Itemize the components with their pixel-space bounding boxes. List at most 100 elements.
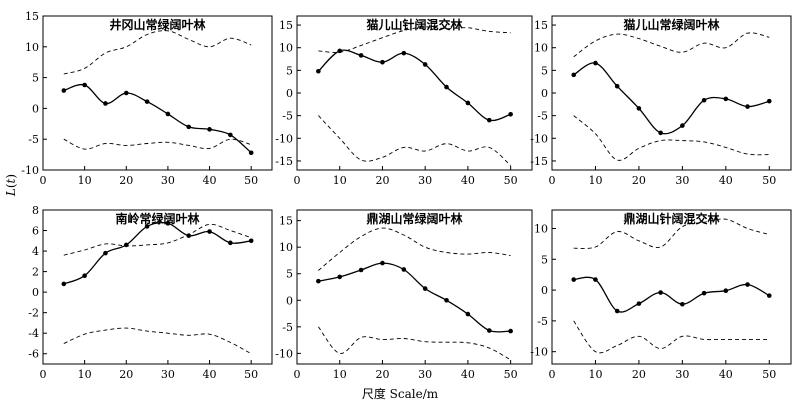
data-point	[358, 53, 364, 58]
data-point	[766, 98, 772, 104]
y-tick-label: 0	[541, 284, 548, 297]
x-tick-label: 30	[161, 174, 175, 187]
y-tick-label: 5	[541, 253, 548, 266]
plot-frame	[42, 209, 273, 365]
data-point	[636, 301, 642, 306]
data-point	[745, 282, 750, 287]
x-tick-label: 40	[719, 368, 733, 381]
data-point	[358, 267, 364, 273]
upper-envelope-line	[63, 30, 252, 75]
y-axis-label-close: )	[4, 174, 18, 179]
y-axis-label-l: L	[4, 188, 18, 197]
data-point	[593, 60, 598, 66]
data-point	[228, 132, 233, 138]
data-point	[103, 101, 108, 106]
x-tick-label: 0	[549, 174, 556, 187]
y-tick-label: 0	[32, 102, 39, 115]
panel-title: 井冈山常绿阔叶林	[109, 17, 205, 32]
panel-title: 鼎湖山常绿阔叶林	[366, 211, 462, 226]
data-point	[401, 267, 407, 272]
data-point	[593, 277, 598, 282]
data-point	[614, 83, 620, 89]
y-tick-label: -10	[275, 347, 293, 360]
x-tick-label: 20	[632, 368, 646, 381]
y-axis-label-t: t	[4, 178, 18, 183]
data-point	[103, 250, 108, 256]
lower-envelope-line	[318, 326, 511, 361]
x-tick-label: 30	[675, 368, 689, 381]
data-point	[745, 104, 750, 109]
data-point	[422, 62, 428, 67]
data-point	[614, 308, 620, 314]
upper-envelope-line	[318, 227, 511, 271]
x-tick-label: 0	[294, 368, 301, 381]
x-tick-label: 30	[418, 174, 432, 187]
x-axis-label: 尺度 Scale/m	[362, 386, 439, 401]
y-tick-label: 10	[534, 222, 548, 235]
x-tick-label: 50	[762, 174, 776, 187]
upper-envelope-line	[573, 218, 770, 249]
data-point	[571, 277, 577, 282]
x-tick-label: 0	[40, 368, 47, 381]
data-point	[380, 260, 385, 266]
y-tick-label: -10	[275, 132, 293, 145]
observed-line	[573, 62, 770, 135]
y-tick-label: 5	[286, 268, 293, 281]
y-tick-label: -10	[530, 346, 548, 359]
chart-panel-5: 0 10 20 30 40 50 -10 -5 0 5 10 15 鼎湖山常绿阔叶林	[275, 209, 533, 381]
x-tick-label: 30	[418, 368, 432, 381]
y-tick-label: 0	[541, 87, 548, 100]
y-tick-label: 10	[279, 42, 293, 55]
y-axis-label-rest: (	[4, 183, 18, 188]
y-tick-label: -10	[21, 164, 39, 177]
y-tick-label: 0	[286, 294, 293, 307]
lower-envelope-line	[318, 115, 511, 166]
y-tick-label: 8	[32, 204, 39, 217]
x-tick-label: 20	[119, 174, 133, 187]
observed-line	[63, 83, 252, 154]
x-tick-label: 0	[40, 174, 47, 187]
data-point	[508, 111, 513, 117]
x-tick-label: 10	[588, 174, 602, 187]
data-point	[186, 124, 192, 130]
chart-panel-4: 0 10 20 30 40 50 -6 -4 -2 0 2 4 6 8 南岭常绿阔叶林	[28, 204, 273, 381]
lower-envelope-line	[63, 138, 252, 150]
y-tick-label: 15	[25, 10, 39, 23]
data-point	[701, 97, 707, 103]
x-tick-label: 0	[549, 368, 556, 381]
y-tick-label: 0	[286, 87, 293, 100]
y-tick-label: 10	[279, 241, 293, 254]
x-tick-label: 10	[78, 368, 92, 381]
y-tick-label: 15	[279, 19, 293, 32]
data-point	[144, 224, 150, 229]
data-point	[571, 72, 577, 78]
lower-envelope-line	[63, 327, 252, 355]
data-point	[465, 100, 471, 106]
x-tick-label: 50	[244, 174, 258, 187]
y-axis-label-group: L(t)	[4, 174, 18, 197]
y-tick-label: 5	[541, 64, 548, 77]
x-tick-label: 50	[504, 368, 518, 381]
y-axis-label: L(t)	[4, 174, 18, 197]
plot-frame	[296, 15, 533, 171]
data-point	[486, 117, 492, 123]
data-point	[658, 290, 663, 295]
plot-frame	[551, 15, 792, 171]
data-point	[636, 106, 642, 111]
observed-line	[573, 276, 770, 313]
y-tick-label: 5	[286, 64, 293, 77]
chart-panel-3: 0 10 20 30 40 50 -15 -10 -5 0 5 10 15 猫儿山常绿阔叶林	[530, 15, 792, 187]
data-point	[723, 96, 729, 102]
x-tick-label: 20	[375, 174, 389, 187]
x-tick-label: 40	[461, 174, 475, 187]
data-point	[228, 240, 233, 246]
data-point	[82, 82, 87, 88]
y-tick-label: 2	[32, 266, 39, 279]
data-point	[82, 273, 87, 279]
data-point	[680, 123, 685, 128]
y-tick-label: -5	[537, 110, 548, 123]
data-point	[486, 328, 492, 333]
x-tick-label: 40	[461, 368, 475, 381]
panel-title: 猫儿山常绿阔叶林	[623, 17, 719, 32]
